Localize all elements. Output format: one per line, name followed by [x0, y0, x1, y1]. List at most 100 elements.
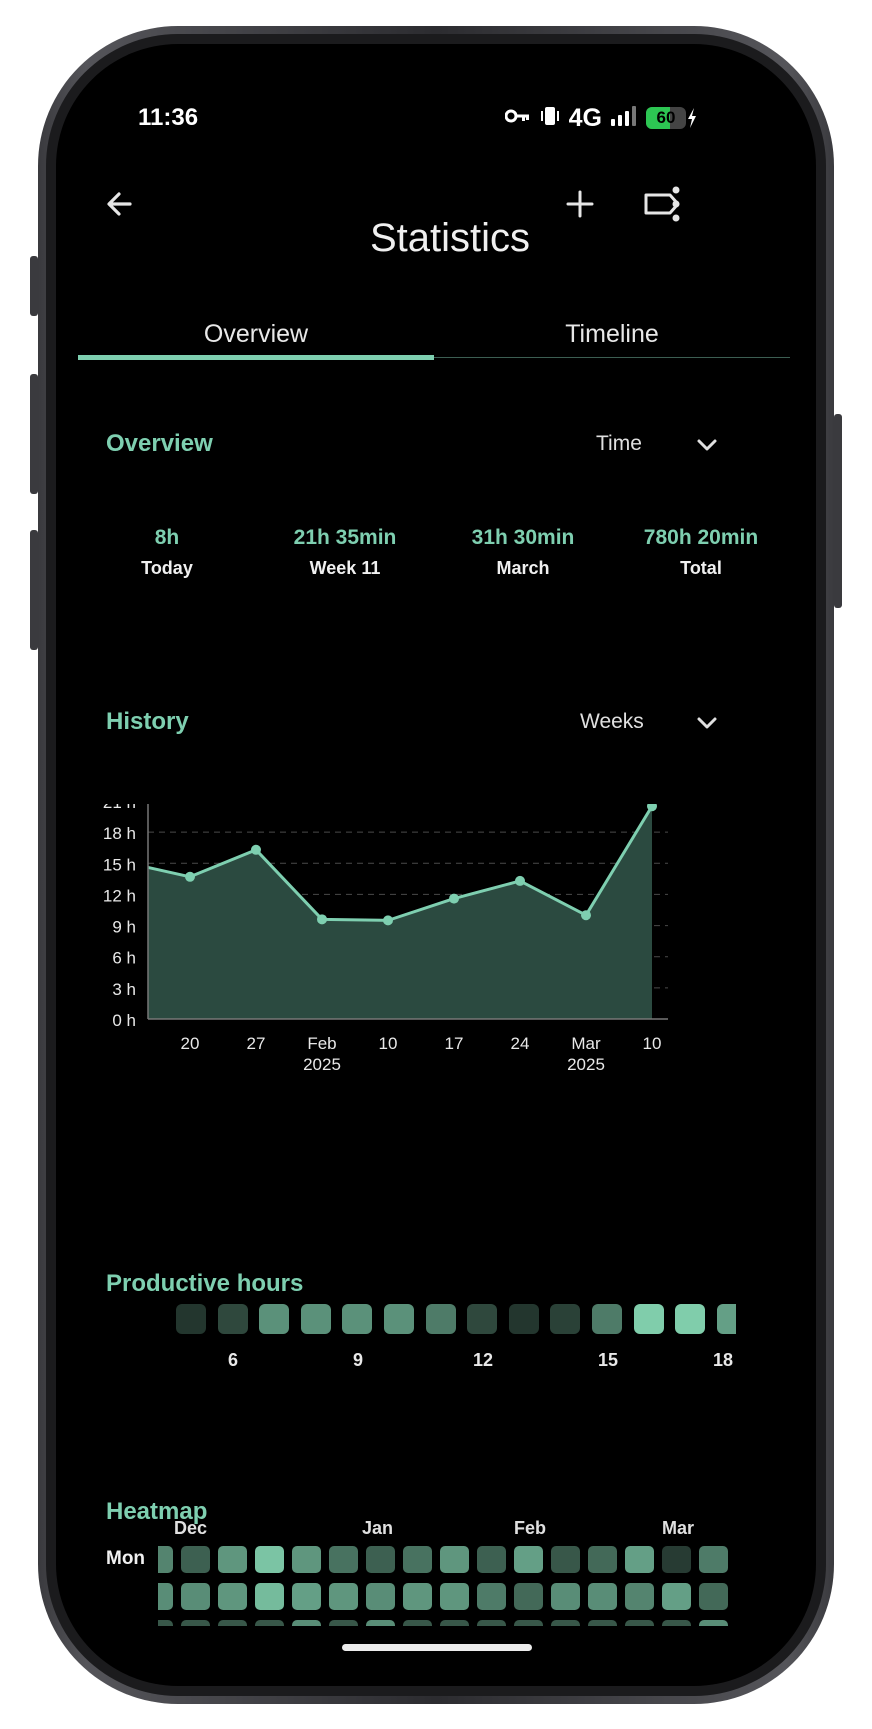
heatmap-cell	[440, 1583, 469, 1610]
action-button	[30, 256, 38, 316]
history-point	[581, 910, 591, 921]
heatmap-cell	[625, 1583, 654, 1610]
heatmap-cell	[625, 1546, 654, 1573]
vibrate-icon	[539, 105, 561, 132]
productive-hour-cell	[176, 1304, 206, 1334]
productive-hour-cell	[259, 1304, 290, 1334]
heatmap-cell	[158, 1583, 173, 1610]
tab-indicator	[78, 355, 434, 360]
stat-value: 8h	[154, 526, 180, 549]
productive-hour-cell	[300, 1304, 331, 1334]
stat-label: Week 11	[309, 558, 381, 578]
stat-value: 780h 20min	[643, 526, 759, 549]
stat-week: 21h 35min Week 11	[260, 526, 430, 579]
y-tick-label: 12 h	[103, 886, 136, 905]
heatmap-cell	[292, 1546, 321, 1573]
power-button	[834, 414, 842, 608]
heatmap-month: Mar	[662, 1518, 695, 1538]
stat-label: March	[496, 558, 550, 578]
heatmap-cell	[218, 1583, 247, 1610]
productive-hours-title: Productive hours	[106, 1270, 304, 1297]
stat-value: 31h 30min	[471, 526, 575, 549]
tab-overview[interactable]: Overview	[203, 320, 309, 348]
y-tick-label: 0 h	[112, 1011, 136, 1030]
heatmap-cell	[440, 1620, 469, 1626]
x-tick-label: 10	[643, 1034, 662, 1053]
heatmap-cell	[255, 1583, 284, 1610]
heatmap-cell	[440, 1546, 469, 1573]
heatmap-cell	[218, 1546, 247, 1573]
history-point	[185, 871, 195, 882]
status-time: 11:36	[138, 104, 199, 131]
heatmap-cell	[255, 1620, 284, 1626]
heatmap-cell	[699, 1583, 728, 1610]
stat-total: 780h 20min Total	[616, 526, 786, 579]
heatmap-cell	[588, 1620, 617, 1626]
productive-hour-cell	[633, 1304, 664, 1334]
heatmap-month: Jan	[362, 1518, 394, 1538]
heatmap-cell	[551, 1620, 580, 1626]
y-tick-label: 6 h	[112, 949, 136, 968]
label-icon	[644, 193, 680, 215]
tab-timeline[interactable]: Timeline	[565, 320, 659, 348]
heatmap-cell	[292, 1620, 321, 1626]
productive-hour-cell	[342, 1304, 373, 1334]
history-title: History	[106, 708, 189, 735]
productive-hours-grid	[176, 1304, 736, 1338]
battery-icon: 60	[646, 107, 698, 129]
productive-hour-cell	[384, 1304, 414, 1334]
overview-title: Overview	[106, 430, 213, 457]
chevron-down-icon	[697, 439, 717, 451]
more-options-button[interactable]	[656, 180, 696, 228]
heatmap-cell	[514, 1583, 543, 1610]
heatmap-cell	[255, 1546, 284, 1573]
history-dropdown[interactable]: Weeks	[580, 702, 756, 742]
heatmap-cell	[403, 1583, 432, 1610]
home-indicator[interactable]	[342, 1644, 532, 1651]
heatmap-cell	[366, 1583, 395, 1610]
stat-today: 8h Today	[82, 526, 252, 579]
status-icons: 4G 60	[504, 102, 698, 134]
x-tick-label: 17	[445, 1034, 464, 1053]
y-tick-label: 9 h	[112, 918, 136, 937]
y-tick-label: 15 h	[103, 855, 136, 874]
stat-month: 31h 30min March	[438, 526, 608, 579]
heatmap-cell	[329, 1546, 358, 1573]
heatmap-cell	[551, 1583, 580, 1610]
heatmap-cell	[158, 1546, 173, 1573]
heatmap-cell	[477, 1546, 506, 1573]
productive-hours-label-clip: 18	[713, 1350, 736, 1374]
overview-dropdown[interactable]: Time	[596, 424, 756, 464]
heatmap-cell	[181, 1583, 210, 1610]
x-tick-label: 10	[379, 1034, 398, 1053]
productive-hour-cell	[217, 1304, 248, 1334]
heatmap-title: Heatmap	[106, 1498, 208, 1525]
network-type: 4G	[568, 103, 602, 132]
more-vert-icon	[672, 186, 680, 222]
heatmap-grid	[158, 1546, 742, 1626]
heatmap-cell	[181, 1620, 210, 1626]
y-tick-label: 21 h	[103, 804, 136, 812]
heatmap-cell	[366, 1620, 395, 1626]
history-dropdown-value: Weeks	[580, 710, 644, 733]
tag-button[interactable]	[640, 184, 684, 224]
volume-down-button	[30, 530, 38, 650]
heatmap-cell	[625, 1620, 654, 1626]
heatmap-cell	[588, 1583, 617, 1610]
history-area	[148, 806, 652, 1019]
add-button[interactable]	[560, 184, 600, 224]
history-point	[515, 875, 525, 886]
heatmap-cell	[662, 1620, 691, 1626]
heatmap-cell	[699, 1546, 728, 1573]
overview-dropdown-value: Time	[596, 432, 642, 455]
heatmap-cell	[514, 1546, 543, 1573]
back-button[interactable]	[100, 184, 140, 224]
productive-hours-label: 15	[597, 1350, 619, 1370]
x-tick-label: 27	[247, 1034, 266, 1053]
heatmap-month: Dec	[174, 1518, 208, 1538]
productive-hours-label: 9	[352, 1350, 363, 1370]
heatmap-cell	[551, 1546, 580, 1573]
signal-icon	[610, 105, 638, 132]
heatmap-cell	[292, 1583, 321, 1610]
x-tick-label: 2025	[567, 1055, 605, 1074]
